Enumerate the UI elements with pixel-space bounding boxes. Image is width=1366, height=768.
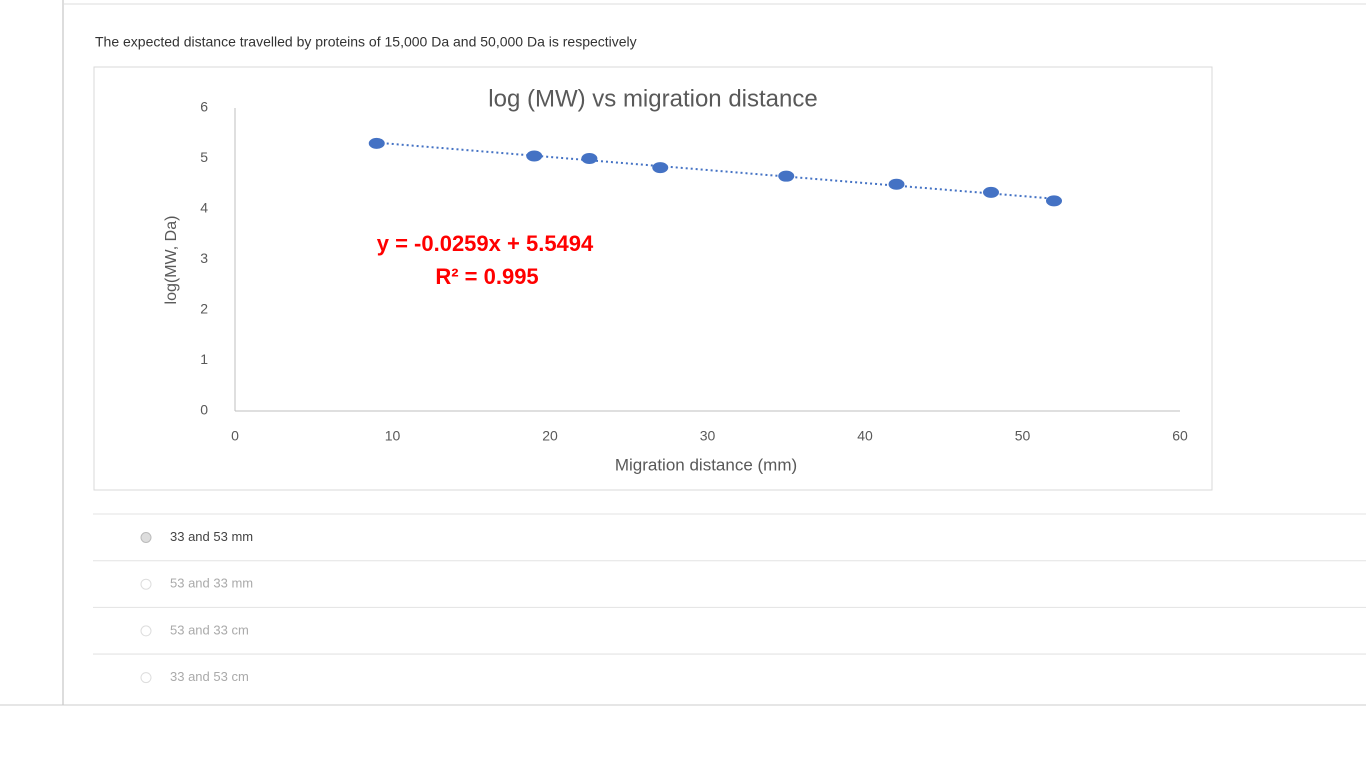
y-axis-label: log(MW, Da) [163, 216, 180, 305]
y-tick-label: 3 [200, 250, 208, 266]
trendline [376, 141, 1055, 200]
equation: y = -0.0259x + 5.5494 [377, 231, 594, 256]
radio-button[interactable] [140, 578, 152, 590]
y-tick-label: 1 [200, 351, 208, 367]
x-tick-label: 60 [1172, 428, 1188, 444]
option-label[interactable]: 53 and 33 cm [170, 622, 249, 637]
point [581, 153, 598, 164]
x-tick-label: 10 [385, 428, 401, 444]
r-squared: R² = 0.995 [435, 264, 538, 289]
y-tick-label: 6 [200, 99, 208, 115]
radio-button[interactable] [140, 532, 152, 543]
x-axis-label: Migration distance (mm) [615, 455, 797, 474]
point [888, 178, 905, 190]
point [983, 186, 999, 198]
option-label[interactable]: 33 and 53 mm [170, 529, 253, 544]
point [778, 170, 795, 182]
radio-button[interactable] [140, 672, 152, 684]
point [368, 137, 385, 149]
point [526, 150, 543, 162]
x-tick-label: 50 [1015, 428, 1031, 444]
chart-frame [93, 66, 1213, 491]
question: The expected distance travelled by prote… [95, 34, 637, 50]
y-tick-label: 4 [200, 200, 208, 216]
x-tick-label: 30 [700, 428, 716, 444]
option-label[interactable]: 53 and 33 mm [170, 576, 253, 591]
y-tick-label: 2 [200, 301, 208, 317]
y-tick-label: 5 [200, 149, 208, 165]
point [652, 162, 669, 174]
x-tick-label: 40 [857, 428, 873, 444]
radio-button[interactable] [140, 625, 152, 637]
x-tick-label: 20 [542, 428, 558, 444]
chart-title: log (MW) vs migration distance [488, 85, 817, 112]
point [1046, 195, 1062, 207]
option-label[interactable]: 33 and 53 cm [170, 669, 249, 684]
y-tick-label: 0 [200, 402, 208, 418]
x-tick-label: 0 [231, 428, 239, 444]
